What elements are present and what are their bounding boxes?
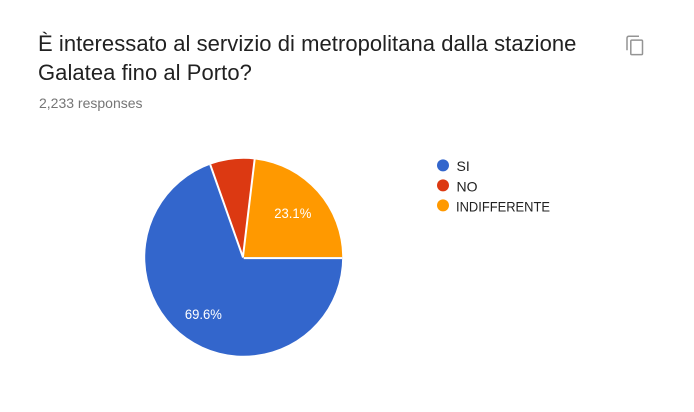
svg-text:NO: NO — [457, 178, 478, 194]
svg-text:23.1%: 23.1% — [274, 205, 311, 221]
svg-text:INDIFFERENTE: INDIFFERENTE — [456, 198, 550, 214]
svg-text:69.6%: 69.6% — [185, 306, 222, 322]
svg-text:SI: SI — [457, 158, 470, 174]
